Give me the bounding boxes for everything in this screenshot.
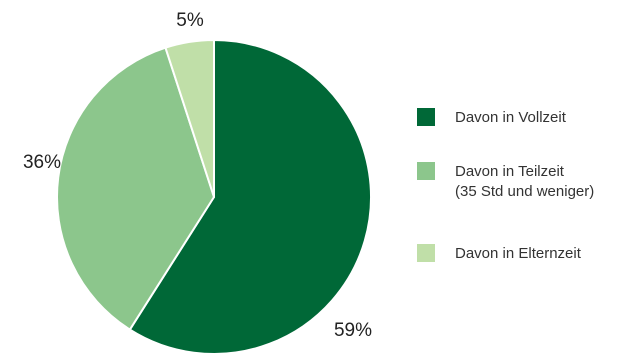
legend-swatch-1 xyxy=(417,108,435,126)
pie-slice-3 xyxy=(164,39,215,198)
legend-label-line: (35 Std und weniger) xyxy=(455,183,594,200)
pie-slice-2 xyxy=(56,46,215,331)
legend-label-line: Davon in Vollzeit xyxy=(455,109,567,126)
legend-label-1: Davon in Vollzeit xyxy=(455,109,567,126)
pie-slice-label-1: 59% xyxy=(334,320,372,341)
legend: Davon in Vollzeit Davon in Teilzeit (35 St… xyxy=(417,108,594,262)
legend-swatch-2 xyxy=(417,162,435,180)
legend-label-line: Davon in Elternzeit xyxy=(455,245,582,262)
pie-slice-label-3: 5% xyxy=(176,10,204,31)
pie-slice-label-2: 36% xyxy=(23,152,61,173)
legend-label-2: Davon in Teilzeit (35 Std und weniger) xyxy=(455,163,594,200)
legend-swatch-3 xyxy=(417,244,435,262)
legend-label-line: Davon in Teilzeit xyxy=(455,163,565,180)
legend-label-3: Davon in Elternzeit xyxy=(455,245,582,262)
pie-slice-labels: 59% 36% 5% xyxy=(23,10,372,341)
pie-slice-1 xyxy=(128,39,372,355)
pie-slices xyxy=(56,39,372,355)
